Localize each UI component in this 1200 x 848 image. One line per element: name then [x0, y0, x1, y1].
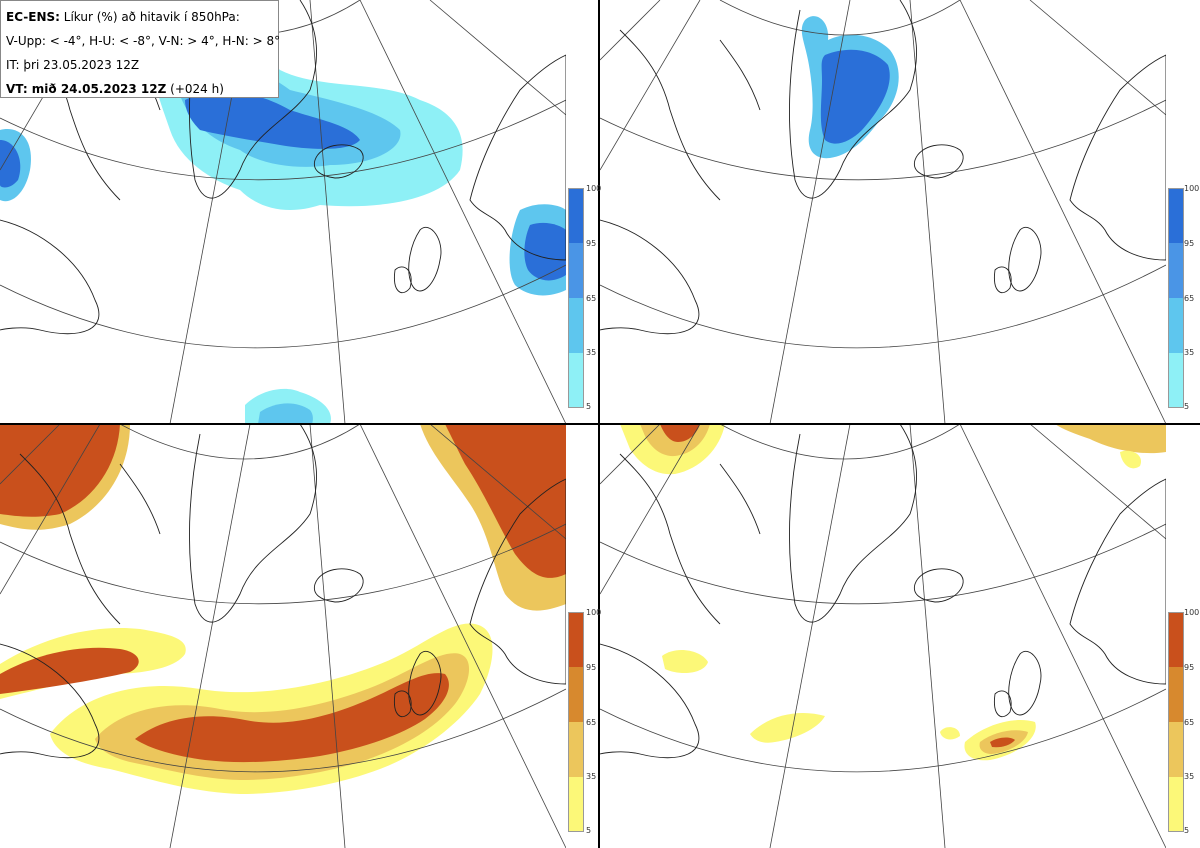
colorbar-segment — [569, 243, 583, 298]
tick-label: 65 — [1184, 718, 1195, 727]
probability-map — [600, 424, 1166, 848]
colorbar-ticks: 100 95 65 35 5 — [1184, 608, 1200, 835]
map-legend-box: EC-ENS: Líkur (%) að hitavik í 850hPa: V… — [0, 0, 281, 98]
colorbar-segment — [569, 189, 583, 243]
colorbar-segment — [1169, 243, 1183, 298]
colorbar-segment — [569, 298, 583, 353]
tick-label: 35 — [1184, 348, 1195, 357]
colorbar-ticks: 100 95 65 35 5 — [586, 184, 616, 411]
tick-label: 100 — [1184, 608, 1200, 617]
probability-map — [0, 424, 566, 848]
colorbar-segment — [1169, 189, 1183, 243]
colorbar-cold — [1168, 188, 1184, 408]
initial-time-text: IT: þri 23.05.2023 12Z — [6, 58, 140, 72]
colorbar-segment — [1169, 722, 1183, 777]
colorbar-ticks: 100 95 65 35 5 — [1184, 184, 1200, 411]
tick-label: 35 — [1184, 772, 1195, 781]
tick-label: 95 — [1184, 663, 1195, 672]
tick-label: 65 — [586, 718, 597, 727]
colorbar-segment — [1169, 353, 1183, 407]
colorbar-ticks: 100 95 65 35 5 — [586, 608, 616, 835]
title-text: Líkur (%) að hitavik í 850hPa: — [63, 10, 240, 24]
colorbar-warm — [568, 612, 584, 832]
tick-label: 100 — [1184, 184, 1200, 193]
colorbar-warm — [1168, 612, 1184, 832]
colorbar-segment — [569, 777, 583, 831]
colorbar-cold — [568, 188, 584, 408]
tick-label: 95 — [1184, 239, 1195, 248]
colorbar-segment — [1169, 298, 1183, 353]
map-panel-cold-weak: EC-ENS: Líkur (%) að hitavik í 850hPa: V… — [0, 0, 566, 424]
tick-label: 5 — [1184, 826, 1190, 835]
tick-label: 100 — [586, 608, 602, 617]
product-label: EC-ENS: — [6, 10, 60, 24]
map-panel-cold-strong — [600, 0, 1166, 424]
colorbar-segment — [569, 667, 583, 722]
threshold-text: V-Upp: < -4°, H-U: < -8°, V-N: > 4°, H-N… — [6, 34, 281, 48]
tick-label: 65 — [1184, 294, 1195, 303]
colorbar-segment — [1169, 777, 1183, 831]
colorbar-segment — [569, 353, 583, 407]
map-panel-warm-weak — [0, 424, 566, 848]
valid-time-text: VT: mið 24.05.2023 12Z — [6, 82, 167, 96]
tick-label: 100 — [586, 184, 602, 193]
tick-label: 65 — [586, 294, 597, 303]
tick-label: 5 — [586, 402, 592, 411]
tick-label: 35 — [586, 348, 597, 357]
colorbar-segment — [569, 722, 583, 777]
panel-divider — [0, 423, 1200, 425]
colorbar-segment — [1169, 667, 1183, 722]
tick-label: 5 — [1184, 402, 1190, 411]
probability-map — [600, 0, 1166, 424]
colorbar-segment — [569, 613, 583, 667]
tick-label: 5 — [586, 826, 592, 835]
lead-time-text: (+024 h) — [170, 82, 224, 96]
colorbar-segment — [1169, 613, 1183, 667]
panel-divider — [598, 0, 600, 848]
tick-label: 35 — [586, 772, 597, 781]
tick-label: 95 — [586, 663, 597, 672]
tick-label: 95 — [586, 239, 597, 248]
map-panel-warm-strong — [600, 424, 1166, 848]
